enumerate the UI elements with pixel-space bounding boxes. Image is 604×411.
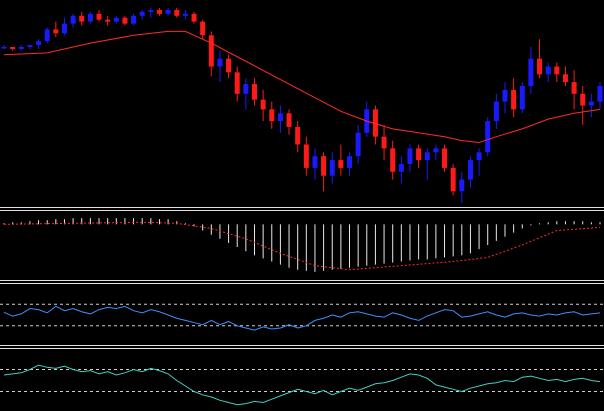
candle-bull [545,66,551,75]
candle-bear [208,35,214,67]
candle-bear [372,109,378,137]
candle-bear [79,15,85,22]
candle-bull [139,11,145,16]
candle-bull [424,152,430,161]
candle-bear [381,136,387,149]
candle-bear [174,9,180,16]
candle-bull [355,132,361,157]
candle-bull [502,89,508,102]
candle-bear [10,47,16,49]
candle-bear [580,93,586,106]
oscillator-1-panel[interactable] [0,303,604,331]
candle-bull [312,156,318,168]
candle-bear [96,13,102,20]
candle-bear [554,66,560,75]
candle-bear [191,13,197,22]
candle-bear [53,29,59,34]
candle-bull [476,152,482,161]
candle-bull [87,13,93,22]
candle-bear [303,144,309,168]
candle-bull [182,13,188,16]
candle-bull [519,86,525,110]
candle-bull [407,148,413,164]
candle-bear [537,58,543,75]
candle-bull [398,164,404,172]
candle-bull [131,15,137,24]
candle-bear [156,9,162,14]
candle-bear [442,148,448,168]
candle-bull [18,47,24,49]
candle-bear [511,89,517,110]
candle-bear [416,148,422,161]
macd-signal-line [3,221,601,271]
candle-bear [234,72,240,94]
candle-bull [433,148,439,153]
candle-bear [200,21,206,36]
candle-bear [295,126,301,145]
candle-bull [485,121,491,153]
candle-bear [450,167,456,192]
candle-bear [251,84,257,100]
candle-bull [70,15,76,24]
candle-bull [113,17,119,22]
candle-bear [286,113,292,127]
candle-bear [562,74,568,83]
candle-bull [148,9,154,12]
candle-bull [27,45,33,47]
candle-bull [493,101,499,122]
candle-bear [260,99,266,110]
candle-bear [269,109,275,122]
candle-bear [122,17,128,24]
candle-bear [571,82,577,94]
oscillator-2-line [3,364,601,406]
candle-bull [36,41,42,46]
candle-bull [459,179,465,192]
candle-bull [1,47,7,49]
candle-bull [347,156,353,168]
candle-bull [44,29,50,42]
candle-bull [165,9,171,14]
moving-average-line [3,30,601,144]
candle-bear [321,156,327,176]
candle-bull [243,84,249,94]
candle-bull [329,160,335,176]
candle-bull [588,101,594,106]
candle-bear [105,19,111,22]
candle-bull [597,86,603,102]
candle-bear [226,58,232,73]
candle-bull [528,58,534,86]
candle-bear [338,160,344,168]
oscillator-2-panel[interactable] [0,364,604,406]
candle-bear [390,148,396,172]
candle-bull [61,23,67,34]
candle-bull [277,113,283,122]
candle-bull [467,160,473,180]
price-panel[interactable] [1,8,603,203]
candle-bull [217,58,223,67]
oscillator-1-line [3,305,601,331]
macd-panel[interactable] [3,218,601,272]
